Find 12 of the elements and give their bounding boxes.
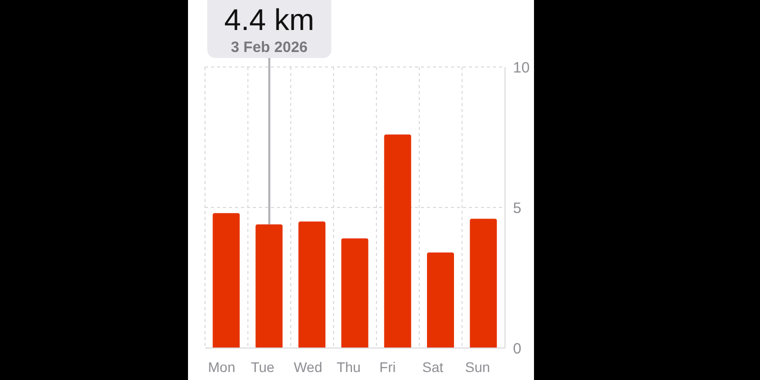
text: 4.4 km [224,4,314,37]
text: 3 Feb 2026 [230,39,308,56]
y-tick-label: 0 [513,340,522,358]
x-tick-label: Wed [294,359,322,375]
x-tick-label: Sun [465,359,490,375]
x-tick-label: Thu [336,359,361,375]
x-tick-label: Tue [250,359,275,375]
x-tick-label: Mon [208,359,236,375]
y-tick-label: 10 [513,59,530,76]
y-tick-label: 5 [513,200,522,217]
x-tick-label: Fri [379,359,396,375]
x-tick-label: Sat [422,359,444,375]
